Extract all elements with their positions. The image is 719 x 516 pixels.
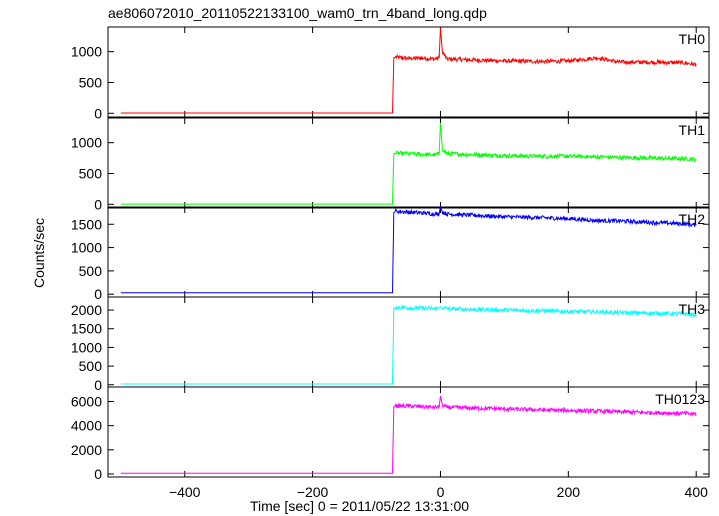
series-line-th0: [120, 28, 697, 114]
panel-frame-th1: [107, 117, 710, 209]
x-tick-label: 200: [557, 484, 581, 500]
y-tick-label: 1000: [71, 44, 102, 60]
y-tick-label: 500: [79, 358, 103, 374]
panel-frame-th0: [107, 26, 710, 118]
series-label-th1: TH1: [679, 122, 706, 138]
y-tick-label: 0: [94, 377, 102, 393]
x-axis-label: Time [sec] 0 = 2011/05/22 13:31:00: [249, 498, 470, 514]
y-tick-label: 0: [94, 286, 102, 302]
y-tick-label: 0: [94, 105, 102, 121]
series-label-th2: TH2: [679, 211, 706, 227]
x-tick-label: −200: [297, 484, 329, 500]
series-line-th0123: [120, 396, 697, 474]
series-label-th3: TH3: [679, 301, 706, 317]
series-label-th0123: TH0123: [655, 391, 705, 407]
y-tick-label: 1500: [71, 216, 102, 232]
panel-frame-th3: [107, 296, 710, 388]
series-line-th2: [120, 205, 697, 294]
y-tick-label: 0: [94, 466, 102, 482]
x-tick-label: −400: [169, 484, 201, 500]
y-tick-label: 2000: [71, 442, 102, 458]
y-tick-label: 1500: [71, 321, 102, 337]
y-tick-label: 1000: [71, 240, 102, 256]
y-tick-label: 0: [94, 196, 102, 212]
series-label-th0: TH0: [679, 31, 706, 47]
y-tick-label: 500: [79, 263, 103, 279]
series-line-th3: [120, 304, 697, 385]
x-tick-label: 0: [437, 484, 445, 500]
y-tick-label: 1000: [71, 135, 102, 151]
y-tick-label: 1000: [71, 339, 102, 355]
y-tick-label: 500: [79, 165, 103, 181]
chart-title: ae806072010_20110522133100_wam0_trn_4ban…: [108, 5, 487, 21]
y-tick-label: 4000: [71, 418, 102, 434]
series-line-th1: [120, 122, 697, 205]
panel-frame-th0123: [107, 386, 710, 478]
x-tick-label: 400: [685, 484, 709, 500]
y-tick-label: 2000: [71, 302, 102, 318]
y-tick-label: 500: [79, 74, 103, 90]
y-tick-label: 6000: [71, 393, 102, 409]
